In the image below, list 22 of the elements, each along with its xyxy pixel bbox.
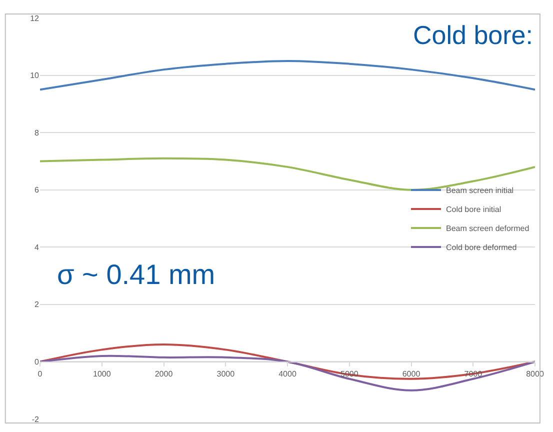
x-tick-label: 4000 xyxy=(278,369,297,378)
line-series xyxy=(40,60,535,91)
y-tick-label: 10 xyxy=(30,71,40,80)
y-tick-label: 8 xyxy=(34,128,40,138)
y-tick-label: 4 xyxy=(34,242,40,252)
annotation: Cold bore: xyxy=(413,20,533,50)
y-tick-label: 2 xyxy=(34,300,40,310)
x-tick-label: 2000 xyxy=(154,369,174,378)
x-tick-label: 1000 xyxy=(92,369,112,378)
legend-label: Cold bore deformed xyxy=(446,243,517,252)
legend-label: Beam screen initial xyxy=(446,186,514,196)
legend-label: Cold bore initial xyxy=(446,205,502,214)
x-tick-label: 3000 xyxy=(216,369,236,378)
annotation: σ ~ 0.41 mm xyxy=(57,259,216,290)
legend-label: Beam screen deformed xyxy=(446,224,530,234)
y-tick-label: 12 xyxy=(30,14,40,23)
x-tick-label: 8000 xyxy=(526,369,544,378)
x-tick-label: 7000 xyxy=(464,369,483,378)
x-tick-label: 6000 xyxy=(402,369,421,378)
y-tick-label: 0 xyxy=(34,358,40,367)
y-tick-label: 6 xyxy=(34,186,40,195)
y-tick-label: -2 xyxy=(32,414,40,424)
